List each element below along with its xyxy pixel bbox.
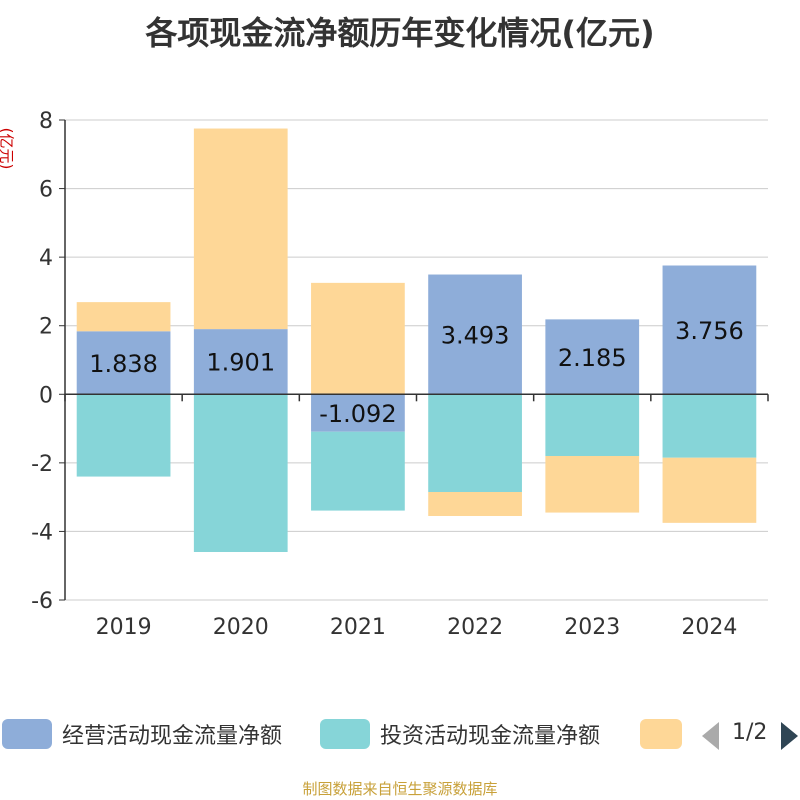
x-tick-label: 2019 [96, 615, 152, 640]
legend: 经营活动现金流量净额 投资活动现金流量净额 1/2 [0, 716, 800, 756]
bar-financing [428, 492, 522, 516]
y-tick-label: -4 [31, 520, 53, 545]
bar-operating [193, 329, 288, 395]
bar-investing [662, 394, 757, 458]
legend-prev-page-icon[interactable] [702, 722, 719, 750]
chart-title: 各项现金流净额历年变化情况(亿元) [145, 14, 655, 52]
legend-swatch-operating [2, 719, 52, 749]
bar-data-label: 3.493 [441, 321, 510, 349]
bar-investing [428, 394, 522, 492]
x-tick-label: 2020 [213, 615, 269, 640]
y-tick-label: -2 [31, 452, 53, 477]
bar-investing [76, 394, 171, 477]
bar-operating [662, 265, 757, 395]
x-tick-label: 2022 [447, 615, 503, 640]
bar-chart: -6 -4 -2 0 2 4 6 8 1.838 1.901 -1.092 3.493 2.185 3.7… [31, 109, 769, 640]
legend-item-operating[interactable]: 经营活动现金流量净额 [2, 716, 282, 752]
bar-data-label: 1.901 [206, 349, 275, 377]
x-tick-label: 2023 [564, 615, 620, 640]
legend-next-page-icon[interactable] [781, 722, 798, 750]
legend-swatch-financing [640, 719, 682, 749]
bar-data-label: 2.185 [558, 344, 627, 372]
y-tick-label: 2 [39, 315, 53, 340]
bar-financing [662, 457, 757, 523]
bar-operating [428, 274, 522, 395]
bar-data-label: -1.092 [319, 400, 396, 428]
bar-financing [76, 302, 171, 332]
bar-investing [193, 394, 288, 552]
bar-operating [545, 319, 640, 395]
legend-swatch-investing [320, 719, 370, 749]
bar-data-label: 1.838 [89, 350, 158, 378]
bar-financing [193, 128, 288, 330]
bar-investing [311, 431, 405, 511]
y-tick-label: 8 [39, 109, 53, 134]
legend-label-operating: 经营活动现金流量净额 [62, 724, 283, 749]
legend-label-investing: 投资活动现金流量净额 [380, 724, 601, 749]
x-tick-label: 2024 [681, 615, 737, 640]
x-tick-label: 2021 [330, 615, 386, 640]
y-tick-label: 0 [39, 383, 53, 408]
bar-data-label: 3.756 [675, 317, 744, 345]
y-tick-label: 6 [39, 178, 53, 203]
bar-operating [76, 331, 171, 395]
bar-financing [545, 456, 640, 513]
bar-financing [311, 282, 405, 395]
legend-item-investing[interactable]: 投资活动现金流量净额 [320, 716, 600, 752]
bar-investing [545, 394, 640, 456]
y-tick-label: -6 [31, 589, 53, 614]
bar-operating [311, 394, 405, 432]
data-source-note: 制图数据来自恒生聚源数据库 [302, 780, 498, 798]
legend-item-financing[interactable] [640, 716, 682, 752]
y-tick-label: 4 [39, 246, 53, 271]
legend-page-indicator: 1/2 [732, 720, 768, 745]
